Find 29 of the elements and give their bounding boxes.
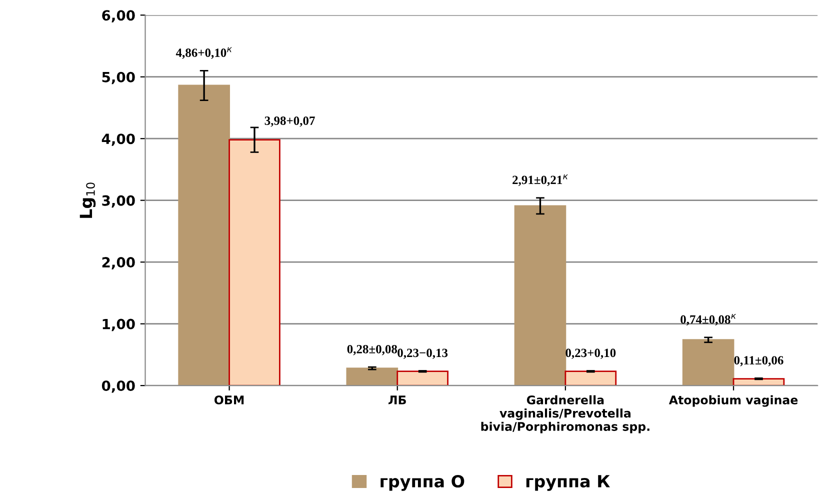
data-label: 3,98+0,07 [264, 116, 315, 127]
x-tick-label: Gardnerella vaginalis/Prevotella bivia/Porphiromonas spp. [481, 395, 650, 434]
bar [682, 339, 734, 386]
bar [346, 368, 398, 386]
data-label: 0,11±0,06 [734, 356, 784, 366]
data-label: 4,86+0,10$^{к}$ [176, 47, 232, 59]
y-tick-label: 3,00 [102, 195, 135, 208]
bar [228, 139, 280, 386]
bar [732, 378, 785, 386]
y-tick-label: 5,00 [102, 72, 135, 84]
y-tick-label: 4,00 [102, 134, 135, 146]
data-label: 0,23−0,13 [398, 348, 448, 359]
y-axis-title: Lg$_{10}$ [80, 182, 96, 218]
data-label: 0,74±0,08$^{к}$ [680, 314, 736, 326]
bar [514, 205, 566, 386]
bar [178, 84, 230, 386]
data-label: 0,28±0,08 [347, 344, 398, 356]
data-label: 2,91±0,21$^{к}$ [512, 174, 568, 186]
y-tick-label: 6,00 [102, 10, 135, 22]
bar [396, 370, 448, 386]
bar [564, 370, 617, 386]
x-tick-label: Atopobium vaginae [668, 395, 798, 407]
x-tick-label: ОБМ [214, 395, 244, 404]
legend-label: группа О [380, 474, 464, 491]
legend-label: группа К [526, 475, 610, 491]
y-tick-label: 0,00 [102, 380, 135, 393]
y-tick-label: 2,00 [102, 257, 135, 270]
y-tick-label: 1,00 [102, 318, 135, 332]
x-tick-label: ЛБ [388, 396, 406, 404]
